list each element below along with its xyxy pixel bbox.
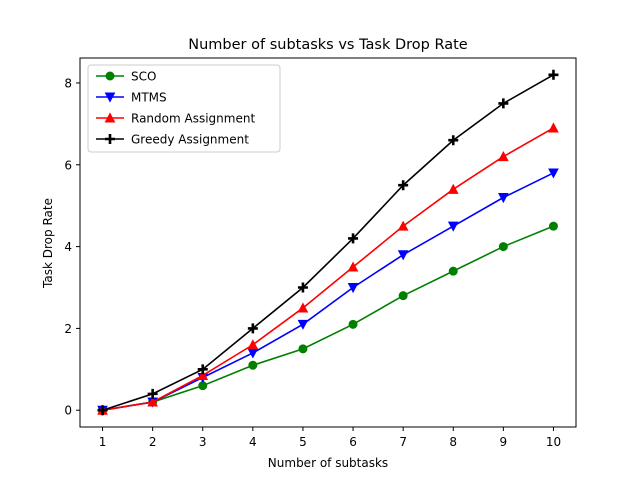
x-tick-label: 4 — [249, 435, 257, 449]
data-point-greedy-assignment — [348, 233, 359, 244]
data-point-sco — [548, 221, 558, 231]
y-tick-label: 0 — [64, 404, 72, 418]
y-tick-label: 4 — [64, 240, 72, 254]
data-point-random-assignment — [247, 339, 259, 350]
x-tick-label: 9 — [500, 435, 508, 449]
data-point-sco — [498, 242, 508, 252]
data-point-random-assignment — [197, 369, 209, 380]
x-tick-label: 5 — [299, 435, 307, 449]
data-point-random-assignment — [548, 122, 559, 133]
data-point-random-assignment — [498, 151, 509, 162]
data-point-greedy-assignment — [398, 180, 409, 191]
data-point-greedy-assignment — [247, 323, 258, 334]
x-tick-label: 1 — [99, 435, 107, 449]
legend-box — [87, 64, 281, 153]
y-tick-label: 2 — [64, 322, 72, 336]
data-point-random-assignment — [347, 261, 359, 272]
legend-marker — [105, 134, 115, 144]
data-point-sco — [398, 291, 408, 301]
data-point-mtms — [447, 221, 459, 232]
data-point-greedy-assignment — [97, 405, 108, 416]
legend-label: SCO — [131, 70, 156, 84]
data-point-sco — [448, 266, 458, 276]
data-point-greedy-assignment — [297, 282, 308, 293]
series-line-random-assignment — [102, 127, 554, 412]
x-tick-label: 10 — [546, 435, 561, 449]
data-point-mtms — [397, 250, 409, 261]
data-point-sco — [298, 344, 308, 354]
x-tick-label: 3 — [199, 435, 207, 449]
legend-marker — [104, 112, 116, 123]
plot-frame — [79, 57, 577, 428]
data-point-greedy-assignment — [548, 69, 559, 80]
data-point-greedy-assignment — [147, 388, 158, 399]
chart-title: Number of subtasks vs Task Drop Rate — [188, 37, 468, 53]
data-point-random-assignment — [297, 302, 309, 313]
x-tick-label: 7 — [399, 435, 407, 449]
y-tick-label: 8 — [64, 76, 72, 90]
data-point-random-assignment — [447, 183, 459, 194]
legend-marker — [104, 92, 116, 103]
x-axis-label: Number of subtasks — [268, 456, 388, 470]
series-line-mtms — [102, 172, 554, 412]
x-tick-label: 6 — [349, 435, 357, 449]
data-point-mtms — [247, 348, 259, 359]
data-point-random-assignment — [147, 396, 158, 407]
data-point-mtms — [548, 168, 559, 179]
data-point-mtms — [297, 319, 309, 330]
x-tick-label: 8 — [449, 435, 457, 449]
y-axis-label: Task Drop Rate — [41, 198, 55, 289]
series-line-sco — [102, 225, 554, 412]
data-point-mtms — [347, 283, 359, 294]
legend-label: Random Assignment — [131, 112, 255, 126]
data-point-random-assignment — [397, 220, 409, 231]
legend-marker — [105, 71, 115, 81]
legend-label: Greedy Assignment — [131, 133, 249, 147]
data-point-sco — [248, 360, 258, 370]
data-point-greedy-assignment — [448, 135, 459, 146]
data-point-sco — [348, 319, 358, 329]
data-point-greedy-assignment — [498, 98, 509, 109]
x-tick-label: 2 — [149, 435, 157, 449]
y-tick-label: 6 — [64, 158, 72, 172]
series-line-greedy-assignment — [102, 74, 554, 411]
data-point-greedy-assignment — [197, 364, 208, 375]
data-point-mtms — [498, 193, 509, 204]
legend-label: MTMS — [131, 91, 167, 105]
